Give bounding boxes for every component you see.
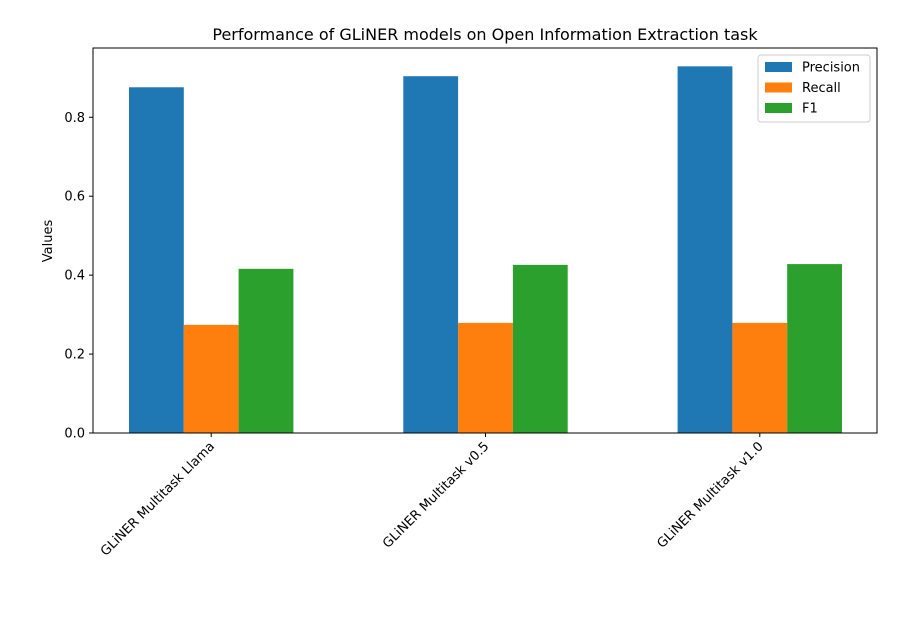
bar-precision-1 (129, 87, 184, 434)
y-tick-label: 0.4 (64, 269, 85, 284)
x-axis-ticks: GLiNER Multitask Llama GLiNER Multitask v… (98, 433, 767, 559)
bar-f1-1 (238, 268, 294, 433)
bars-group (129, 66, 842, 434)
bar-f1-2 (512, 264, 568, 433)
x-tick-label: GLiNER Multitask v1.0 (654, 439, 766, 551)
x-tick-label: GLiNER Multitask v0.5 (380, 439, 492, 551)
legend-swatch-precision (765, 62, 792, 72)
y-tick-label: 0.8 (64, 111, 85, 126)
chart-title: Performance of GLiNER models on Open Inf… (212, 25, 758, 44)
bar-recall-3 (732, 322, 788, 433)
bar-recall-2 (458, 322, 513, 433)
legend-label-precision: Precision (802, 61, 860, 76)
bar-recall-1 (183, 324, 239, 433)
y-tick-label: 0.0 (64, 427, 85, 442)
y-axis-label: Values (41, 220, 56, 263)
bar-f1-3 (787, 264, 842, 433)
legend: Precision Recall F1 (757, 54, 871, 123)
bar-precision-2 (403, 76, 459, 433)
legend-label-f1: F1 (802, 102, 818, 117)
legend-swatch-f1 (765, 103, 792, 113)
y-tick-label: 0.2 (64, 348, 85, 363)
y-axis-ticks: 0.0 0.2 0.4 0.6 0.8 (64, 111, 93, 442)
y-tick-label: 0.6 (64, 190, 85, 205)
x-tick-label: GLiNER Multitask Llama (98, 439, 218, 559)
legend-swatch-recall (765, 82, 792, 93)
legend-label-recall: Recall (802, 81, 841, 96)
plot-frame (92, 47, 878, 434)
bar-precision-3 (677, 66, 733, 433)
